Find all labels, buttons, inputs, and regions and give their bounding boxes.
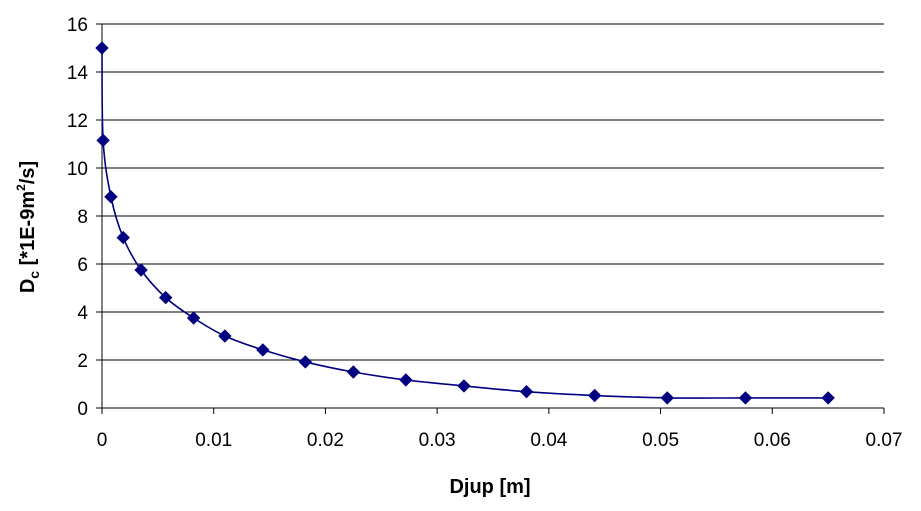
data-point-marker [519, 384, 534, 399]
labels-layer: 0 2 4 6 8 10 12 14 16 0 0.01 0.02 0.03 0.04 0.05 0.06 0.… [67, 15, 903, 451]
data-point-marker [96, 133, 110, 148]
x-tick-label: 0.05 [642, 430, 679, 451]
y-tick-label: 8 [77, 207, 88, 228]
grid-layer [102, 23, 884, 361]
data-point-marker [298, 355, 313, 369]
data-point-marker [821, 391, 835, 405]
data-point-marker [218, 329, 232, 343]
data-point-marker [158, 290, 173, 305]
y-tick-label: 2 [77, 351, 88, 372]
axes-layer [96, 23, 885, 414]
x-axis-title: Djup [m] [449, 476, 530, 498]
x-tick-label: 0.03 [419, 430, 456, 451]
x-tick-label: 0.02 [307, 430, 344, 451]
y-tick-label: 10 [67, 159, 88, 180]
data-point-marker [186, 311, 201, 325]
x-tick-label: 0.06 [754, 430, 791, 451]
y-axis-title-rest2: /s] [17, 161, 39, 184]
data-point-marker [116, 230, 130, 245]
data-point-marker [346, 365, 361, 379]
data-point-marker [104, 190, 118, 204]
y-axis-title-sup: 2 [14, 184, 28, 191]
data-point-marker [95, 41, 109, 55]
y-tick-label: 16 [67, 15, 88, 36]
y-axis-title: Dc [*1E-9m2/s] [14, 161, 42, 293]
x-tick-label: 0.07 [866, 430, 903, 451]
y-axis-title-rest1: [*1E-9m [17, 191, 39, 271]
y-tick-label: 12 [67, 111, 88, 132]
data-point-marker [399, 373, 413, 387]
x-tick-label: 0.01 [195, 430, 232, 451]
y-tick-label: 4 [77, 303, 88, 324]
y-tick-label: 14 [67, 63, 89, 84]
y-axis-title-sub: c [26, 271, 42, 279]
data-point-marker [660, 391, 674, 405]
y-tick-label: 6 [77, 255, 88, 276]
data-point-marker [256, 343, 270, 357]
data-point-marker [587, 388, 602, 403]
y-axis-title-main: D [17, 279, 39, 293]
data-point-marker [134, 263, 148, 277]
series-layer [95, 41, 835, 405]
x-tick-label: 0.04 [530, 430, 567, 451]
x-tick-label: 0 [97, 430, 108, 451]
y-tick-label: 0 [77, 399, 88, 420]
data-point-marker [738, 391, 753, 405]
data-point-marker [457, 379, 471, 393]
series-line [101, 47, 829, 399]
